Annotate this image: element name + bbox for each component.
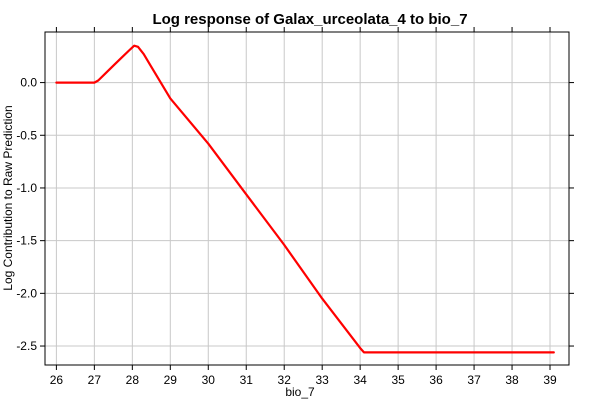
x-tick-label: 27 — [88, 373, 102, 387]
tick-layer: 26 27 28 29 30 31 32 33 34 35 36 37 38 39 0.0 -0.5 -1.0 -… — [16, 27, 574, 387]
grid-layer — [45, 32, 569, 365]
x-tick-label: 26 — [50, 373, 64, 387]
y-tick-label: -2.0 — [16, 286, 37, 300]
y-tick-label: -1.5 — [16, 234, 37, 248]
y-tick-label: 0.0 — [20, 76, 37, 90]
x-axis-label: bio_7 — [285, 385, 315, 399]
x-tick-label: 37 — [467, 373, 481, 387]
response-curve — [55, 44, 555, 354]
x-tick-label: 30 — [202, 373, 216, 387]
x-tick-label: 36 — [429, 373, 443, 387]
x-tick-label: 38 — [505, 373, 519, 387]
y-tick-label: -0.5 — [16, 128, 37, 142]
x-tick-label: 34 — [353, 373, 367, 387]
x-tick-label: 35 — [391, 373, 405, 387]
chart-title: Log response of Galax_urceolata_4 to bio… — [152, 11, 467, 28]
y-tick-label: -1.0 — [16, 181, 37, 195]
series-layer — [55, 44, 555, 354]
y-axis-label: Log Contribution to Raw Prediction — [1, 105, 15, 290]
y-tick-label: -2.5 — [16, 339, 37, 353]
x-tick-label: 29 — [164, 373, 178, 387]
x-tick-label: 33 — [316, 373, 330, 387]
x-tick-label: 31 — [240, 373, 254, 387]
x-tick-label: 28 — [126, 373, 140, 387]
plot-frame — [44, 31, 570, 366]
x-tick-label: 32 — [278, 373, 292, 387]
x-tick-label: 39 — [543, 373, 557, 387]
